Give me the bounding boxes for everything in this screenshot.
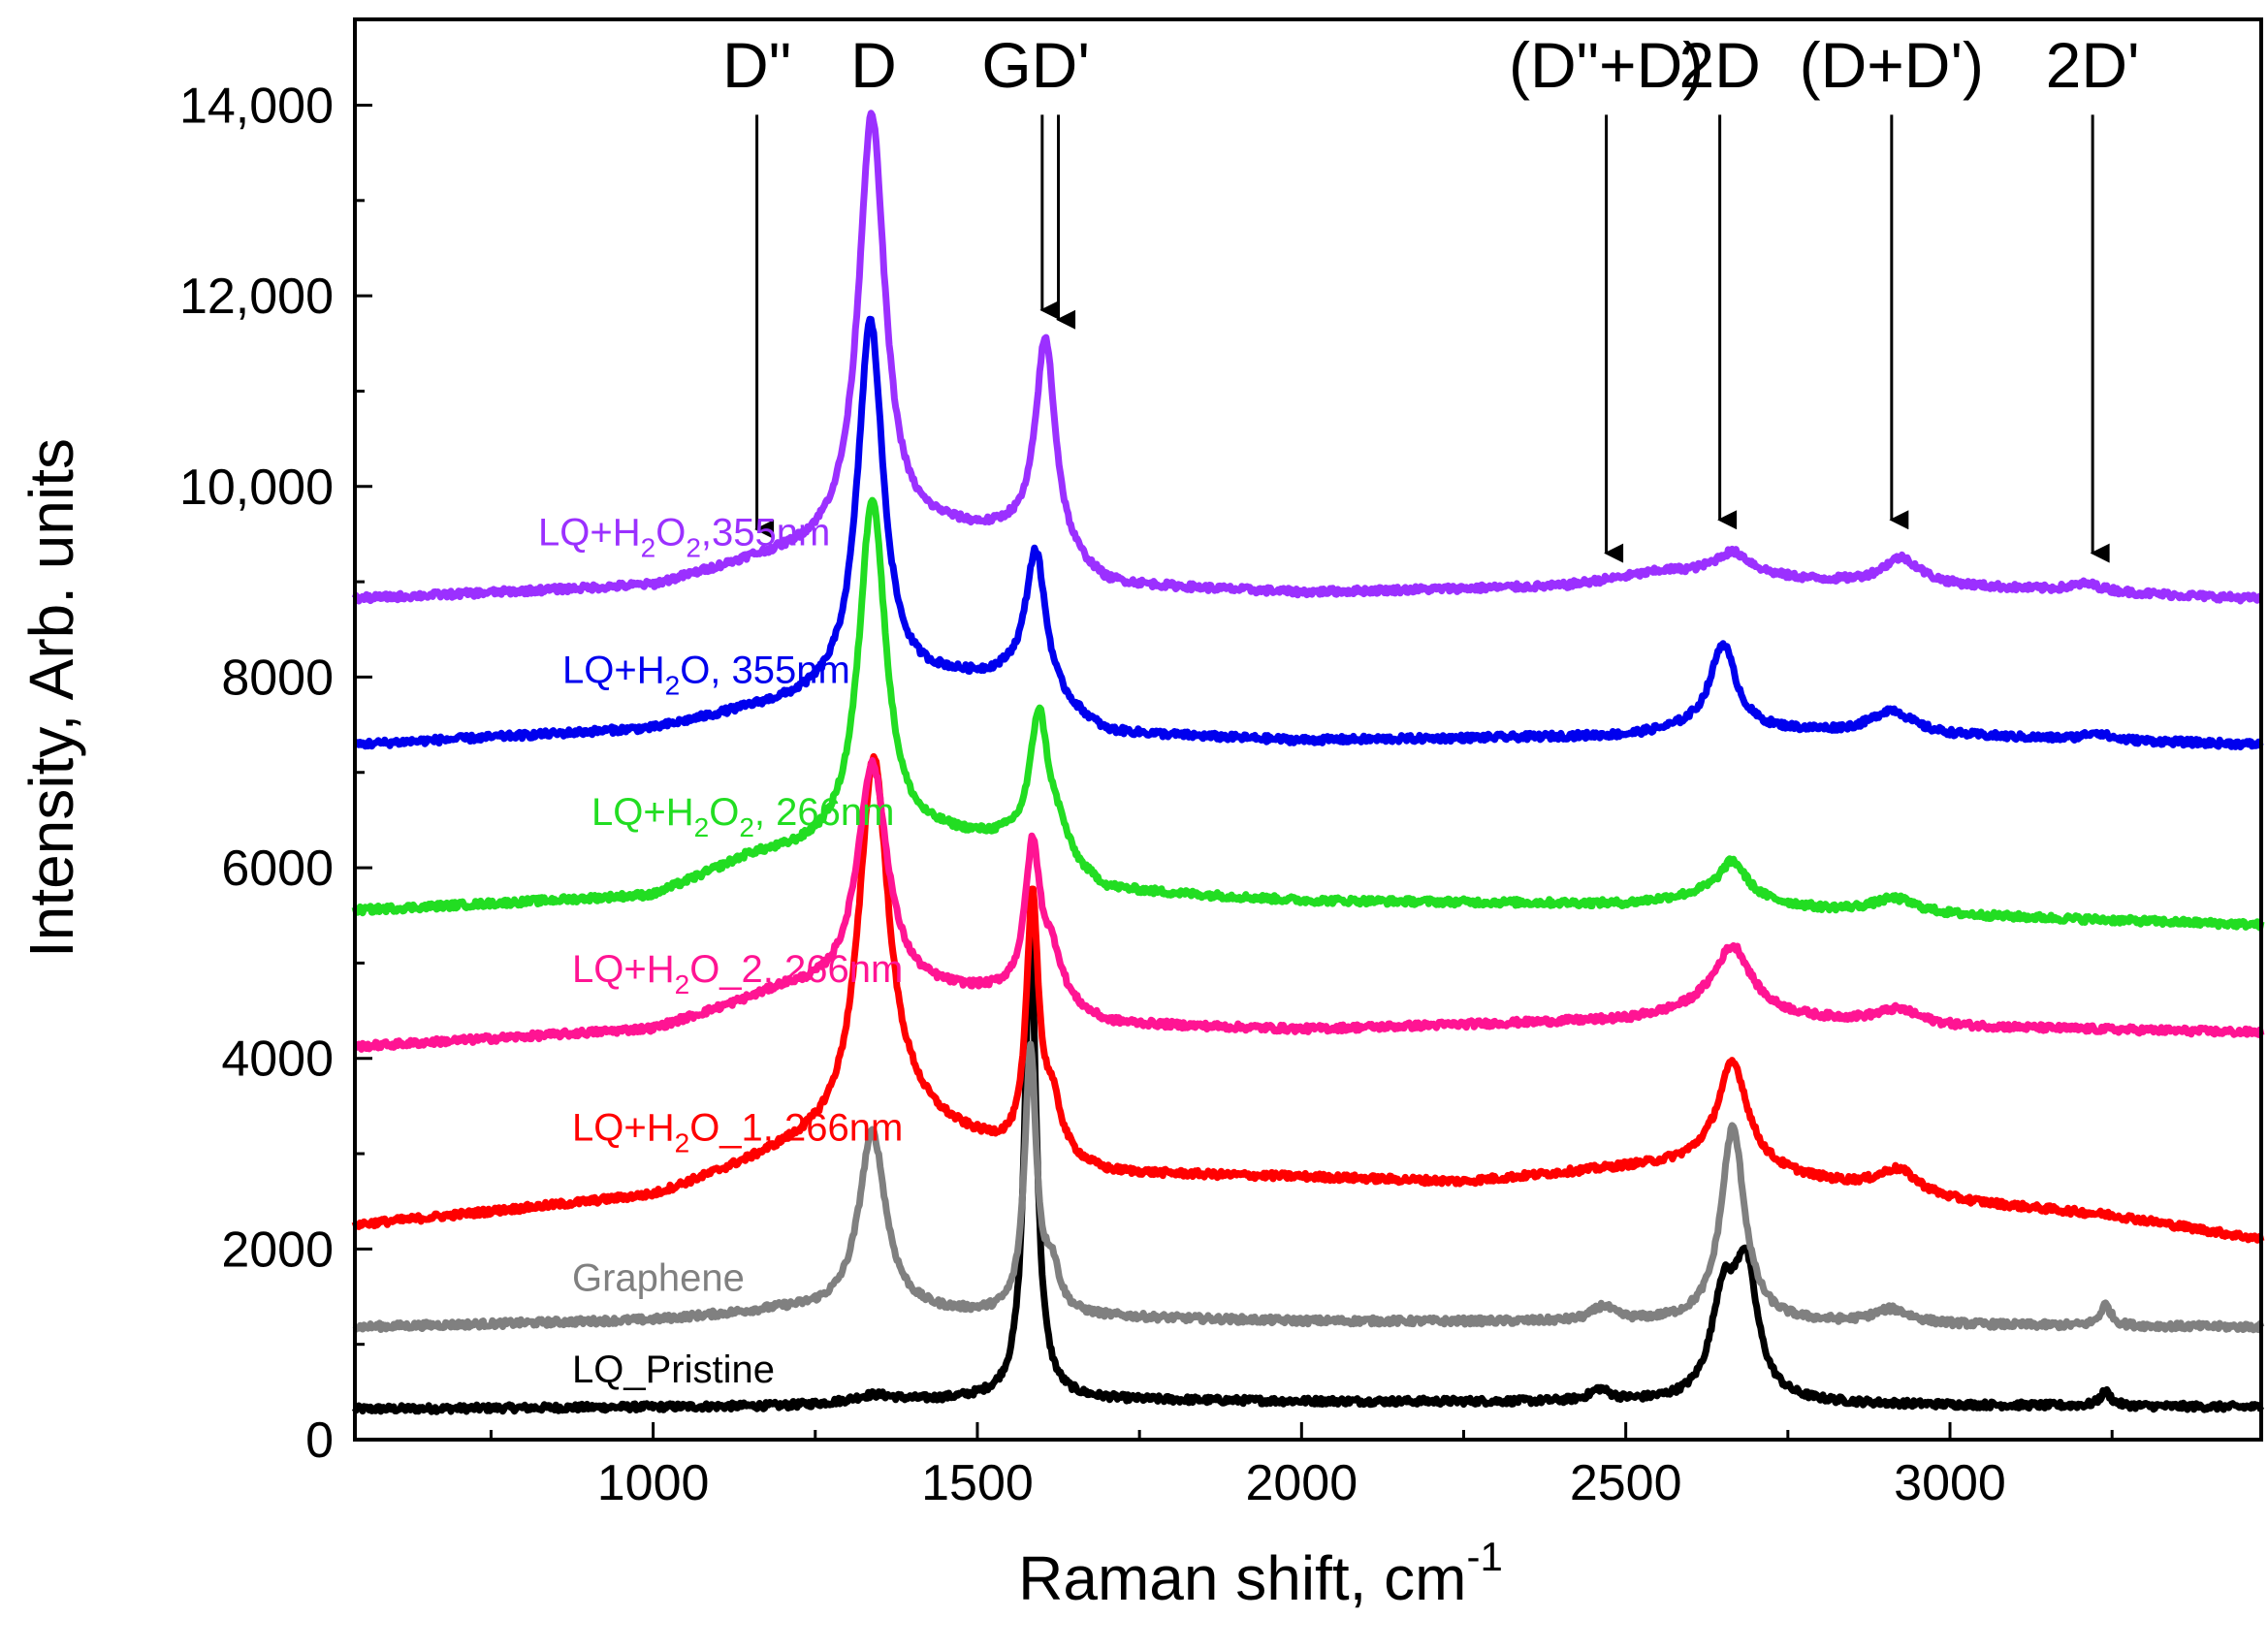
x-tick-label: 1000: [597, 1455, 710, 1511]
x-tick-label: 3000: [1894, 1455, 2006, 1511]
y-tick-label: 2000: [221, 1222, 334, 1278]
series-label-4: LQ+H2O2, 266nm: [591, 791, 894, 842]
x-axis-title-superscript: -1: [1466, 1534, 1502, 1579]
series-label-1: Graphene: [572, 1257, 745, 1300]
series-label-layer: LQ_Pristine Graphene LQ+H2O_1, 266nm LQ+H2O…: [538, 512, 903, 1391]
y-tick-label: 8000: [221, 650, 334, 706]
peak-label-5: 2D: [1678, 29, 1760, 101]
x-axis-title: Raman shift, cm-1: [1018, 1534, 1503, 1613]
y-axis-title: Intensity, Arb. units: [16, 438, 86, 958]
x-tick-label: 1500: [921, 1455, 1034, 1511]
y-tick-label: 10,000: [179, 460, 334, 516]
x-tick-label: 2000: [1245, 1455, 1358, 1511]
series-line-6: [351, 110, 2264, 605]
peak-label-6: (D+D'): [1800, 29, 1984, 101]
series-label-5: LQ+H2O, 355nm: [562, 649, 850, 700]
y-tick-label: 14,000: [179, 78, 334, 134]
peak-marker-layer: D" D GD' (D"+D)2D (D+D') 2D': [722, 29, 2140, 563]
y-tick-label: 0: [305, 1412, 334, 1469]
y-tick-label: 6000: [221, 841, 334, 897]
series-label-0: LQ_Pristine: [572, 1349, 775, 1391]
peak-label-1: D: [850, 29, 897, 101]
series-line-4: [351, 496, 2265, 932]
series-line-1: [352, 1040, 2265, 1334]
series-layer: [351, 110, 2265, 1415]
series-label-3: LQ+H2O_2, 266nm: [572, 948, 903, 1000]
y-tick-label: 12,000: [179, 269, 334, 325]
series-line-0: [351, 931, 2265, 1415]
series-label-6: LQ+H2O2,355nm: [538, 512, 830, 563]
peak-label-7: 2D': [2046, 29, 2140, 101]
peak-label-4: (D"+D): [1509, 29, 1704, 101]
series-line-5: [352, 315, 2264, 750]
series-line-3: [352, 757, 2265, 1053]
peak-label-0: D": [722, 29, 791, 101]
series-label-2: LQ+H2O_1, 266nm: [572, 1106, 903, 1158]
tick-layer: 1000 1500 2000 2500 3000 0 2000 4000 6000 8000 10,…: [179, 78, 2114, 1511]
y-tick-label: 4000: [221, 1031, 334, 1088]
peak-label-2: GD': [981, 29, 1090, 101]
x-tick-label: 2500: [1570, 1455, 1682, 1511]
plot-frame: [353, 17, 2263, 1442]
series-line-2: [351, 752, 2265, 1244]
x-axis-title-main: Raman shift, cm: [1018, 1543, 1466, 1613]
